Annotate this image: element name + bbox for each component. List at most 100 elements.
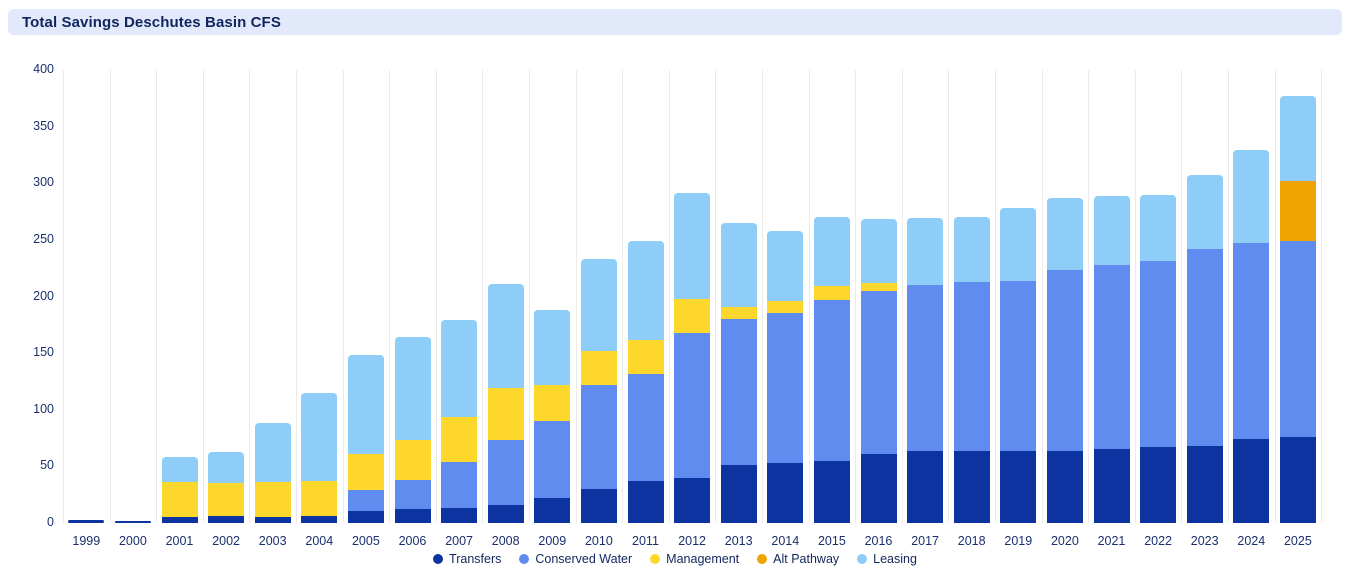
bar-segment-transfers-2007[interactable]	[441, 508, 478, 523]
bar-segment-leasing-2008[interactable]	[487, 284, 524, 388]
bar-segment-leasing-2007[interactable]	[441, 320, 478, 417]
bar-segment-management-2009[interactable]	[534, 385, 571, 421]
bar-segment-transfers-2018[interactable]	[953, 451, 990, 523]
bar-segment-management-2004[interactable]	[301, 481, 338, 516]
bar-segment-transfers-2008[interactable]	[487, 505, 524, 523]
bar-segment-management-2003[interactable]	[254, 482, 291, 517]
bar-segment-transfers-2009[interactable]	[534, 498, 571, 523]
bar-segment-leasing-2006[interactable]	[394, 337, 431, 440]
bar-segment-transfers-2012[interactable]	[674, 478, 711, 523]
x-axis-year-label: 2025	[1283, 534, 1312, 548]
bar-segment-transfers-2022[interactable]	[1140, 447, 1177, 523]
bar-segment-leasing-2004[interactable]	[301, 393, 338, 481]
bar-segment-leasing-2020[interactable]	[1046, 198, 1083, 270]
bar-segment-conserved-water-2021[interactable]	[1093, 265, 1130, 449]
bar-segment-transfers-1999[interactable]	[68, 520, 105, 523]
legend-item-management[interactable]: Management	[650, 552, 739, 566]
bar-segment-management-2015[interactable]	[813, 286, 850, 300]
bar-segment-transfers-2021[interactable]	[1093, 449, 1130, 523]
bar-segment-transfers-2002[interactable]	[208, 516, 245, 523]
legend-item-leasing[interactable]: Leasing	[857, 552, 917, 566]
bar-segment-management-2014[interactable]	[767, 301, 804, 313]
bar-segment-transfers-2003[interactable]	[254, 517, 291, 523]
bar-segment-transfers-2013[interactable]	[720, 465, 757, 523]
bar-segment-conserved-water-2017[interactable]	[907, 285, 944, 451]
bar-segment-conserved-water-2009[interactable]	[534, 421, 571, 498]
bar-segment-conserved-water-2022[interactable]	[1140, 261, 1177, 447]
bar-segment-transfers-2015[interactable]	[813, 461, 850, 523]
bar-segment-transfers-2024[interactable]	[1233, 439, 1270, 523]
bar-segment-management-2013[interactable]	[720, 307, 757, 319]
bar-segment-conserved-water-2014[interactable]	[767, 313, 804, 463]
bar-segment-leasing-2005[interactable]	[347, 355, 384, 454]
bar-segment-leasing-2001[interactable]	[161, 457, 198, 482]
bar-segment-conserved-water-2010[interactable]	[580, 385, 617, 489]
bar-segment-transfers-2017[interactable]	[907, 451, 944, 523]
bar-segment-conserved-water-2016[interactable]	[860, 291, 897, 454]
bar-segment-transfers-2006[interactable]	[394, 509, 431, 523]
bar-segment-leasing-2017[interactable]	[907, 218, 944, 285]
bar-segment-leasing-2025[interactable]	[1279, 96, 1316, 181]
bar-segment-leasing-2009[interactable]	[534, 310, 571, 385]
bar-segment-conserved-water-2023[interactable]	[1186, 249, 1223, 446]
bar-segment-transfers-2023[interactable]	[1186, 446, 1223, 523]
x-axis-year-label: 2014	[771, 534, 800, 548]
chart-legend: Transfers Conserved Water Management Alt Pa…	[0, 552, 1350, 566]
bar-segment-conserved-water-2018[interactable]	[953, 282, 990, 451]
legend-item-alt-pathway[interactable]: Alt Pathway	[757, 552, 839, 566]
bar-segment-transfers-2010[interactable]	[580, 489, 617, 523]
bar-segment-conserved-water-2013[interactable]	[720, 319, 757, 465]
bar-segment-management-2006[interactable]	[394, 440, 431, 480]
bar-segment-transfers-2000[interactable]	[114, 521, 151, 523]
bar-segment-transfers-2001[interactable]	[161, 517, 198, 523]
bar-segment-conserved-water-2012[interactable]	[674, 333, 711, 478]
bar-segment-transfers-2014[interactable]	[767, 463, 804, 523]
legend-item-conserved-water[interactable]: Conserved Water	[519, 552, 632, 566]
bar-segment-transfers-2019[interactable]	[1000, 451, 1037, 523]
bar-segment-leasing-2019[interactable]	[1000, 208, 1037, 281]
bar-segment-leasing-2012[interactable]	[674, 193, 711, 299]
bar-segment-management-2007[interactable]	[441, 417, 478, 462]
bar-segment-conserved-water-2025[interactable]	[1279, 241, 1316, 437]
bar-segment-conserved-water-2020[interactable]	[1046, 270, 1083, 451]
bar-segment-conserved-water-2024[interactable]	[1233, 243, 1270, 439]
bar-segment-transfers-2016[interactable]	[860, 454, 897, 523]
bar-segment-management-2005[interactable]	[347, 454, 384, 490]
bar-segment-management-2002[interactable]	[208, 483, 245, 516]
bar-segment-leasing-2013[interactable]	[720, 223, 757, 307]
bar-segment-transfers-2025[interactable]	[1279, 437, 1316, 523]
bar-segment-transfers-2020[interactable]	[1046, 451, 1083, 523]
bar-segment-management-2012[interactable]	[674, 299, 711, 333]
bar-segment-alt-pathway-2025[interactable]	[1279, 181, 1316, 241]
bar-segment-conserved-water-2011[interactable]	[627, 374, 664, 481]
bar-segment-conserved-water-2015[interactable]	[813, 300, 850, 461]
bar-segment-leasing-2024[interactable]	[1233, 150, 1270, 243]
bar-segment-leasing-2018[interactable]	[953, 217, 990, 282]
bar-segment-conserved-water-2019[interactable]	[1000, 281, 1037, 451]
bar-segment-leasing-2010[interactable]	[580, 259, 617, 351]
bar-segment-transfers-2004[interactable]	[301, 516, 338, 523]
bar-segment-conserved-water-2006[interactable]	[394, 480, 431, 509]
bar-segment-leasing-2014[interactable]	[767, 231, 804, 301]
bar-segment-leasing-2011[interactable]	[627, 241, 664, 340]
legend-item-transfers[interactable]: Transfers	[433, 552, 501, 566]
bar-segment-conserved-water-2007[interactable]	[441, 462, 478, 508]
bar-segment-leasing-2015[interactable]	[813, 217, 850, 286]
bar-segment-management-2010[interactable]	[580, 351, 617, 385]
bar-segment-management-2008[interactable]	[487, 388, 524, 440]
bar-segment-leasing-2023[interactable]	[1186, 175, 1223, 249]
bar-segment-conserved-water-2008[interactable]	[487, 440, 524, 505]
bar-segment-management-2011[interactable]	[627, 340, 664, 374]
bar-segment-transfers-2011[interactable]	[627, 481, 664, 523]
bar-segment-leasing-2022[interactable]	[1140, 195, 1177, 261]
bar-segment-leasing-2016[interactable]	[860, 219, 897, 283]
bar-segment-conserved-water-2005[interactable]	[347, 490, 384, 511]
x-axis-year-label: 2018	[957, 534, 986, 548]
bar-segment-leasing-2021[interactable]	[1093, 196, 1130, 265]
x-axis-year-label: 2007	[445, 534, 473, 548]
bar-segment-transfers-2005[interactable]	[347, 511, 384, 523]
bar-segment-management-2016[interactable]	[860, 283, 897, 291]
bar-segment-leasing-2003[interactable]	[254, 423, 291, 482]
bar-segment-management-2001[interactable]	[161, 482, 198, 517]
bar-segment-leasing-2002[interactable]	[208, 452, 245, 483]
